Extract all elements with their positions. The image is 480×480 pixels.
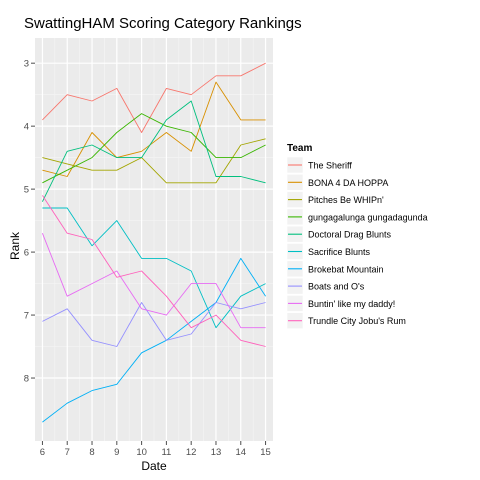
legend-label: BONA 4 DA HOPPA (308, 178, 388, 188)
x-tick-label: 13 (211, 447, 222, 458)
x-tick-label: 7 (65, 447, 70, 458)
series-line-10 (42, 195, 266, 347)
legend: Team The Sheriff BONA 4 DA HOPPA Pitches B… (286, 143, 428, 330)
x-axis: 6 7 8 9 10 11 12 13 14 15 (40, 441, 271, 458)
legend-label: Trundle City Jobu's Rum (308, 316, 406, 326)
legend-label: gungagalunga gungadagunda (308, 212, 428, 222)
legend-label: Boats and O's (308, 282, 365, 292)
legend-label: Buntin' like my daddy! (308, 299, 395, 309)
legend-item: Brokebat Mountain (286, 260, 384, 278)
y-tick-label: 4 (24, 122, 29, 133)
legend-label: Brokebat Mountain (308, 264, 384, 274)
series-line-3 (42, 138, 266, 184)
legend-item: Doctoral Drag Blunts (286, 225, 392, 243)
series-line-6 (42, 207, 266, 329)
x-tick-label: 14 (235, 447, 246, 458)
legend-label: Sacrifice Blunts (308, 247, 371, 257)
x-tick-label: 15 (260, 447, 271, 458)
y-tick-label: 7 (24, 311, 29, 322)
series-line-1 (42, 62, 266, 133)
series-line-7 (42, 257, 266, 423)
y-tick-label: 8 (24, 374, 29, 385)
legend-label: Doctoral Drag Blunts (308, 230, 392, 240)
legend-item: Buntin' like my daddy! (286, 295, 395, 312)
x-tick-label: 8 (89, 447, 94, 458)
legend-item: The Sheriff (286, 156, 352, 174)
x-tick-label: 6 (40, 447, 45, 458)
series-line-5 (41, 100, 266, 202)
legend-item: gungagalunga gungadagunda (286, 208, 428, 226)
legend-item: Pitches Be WHIPn' (286, 191, 384, 208)
y-tick-label: 5 (24, 185, 29, 196)
series-line-9 (41, 233, 266, 329)
legend-label: Pitches Be WHIPn' (308, 195, 384, 205)
series-line-2 (42, 81, 266, 177)
series-lines (41, 62, 266, 423)
x-axis-title: Date (141, 459, 167, 473)
chart-title: SwattingHAM Scoring Category Rankings (24, 15, 302, 32)
x-tick-label: 9 (114, 447, 119, 458)
x-tick-label: 11 (161, 447, 171, 458)
y-axis-title: Rank (8, 231, 22, 260)
series-line-4 (42, 113, 266, 184)
minor-gridlines (35, 38, 273, 441)
legend-item: Boats and O's (286, 277, 365, 295)
x-tick-label: 12 (186, 447, 197, 458)
x-tick-label: 10 (136, 447, 147, 458)
y-tick-label: 3 (24, 59, 29, 70)
y-axis: 3 4 5 6 7 8 (24, 59, 35, 385)
y-tick-label: 6 (24, 248, 29, 259)
legend-item: Trundle City Jobu's Rum (286, 312, 406, 330)
legend-title: Team (287, 143, 312, 154)
legend-label: The Sheriff (308, 161, 352, 171)
legend-item: BONA 4 DA HOPPA (286, 174, 388, 191)
legend-item: Sacrifice Blunts (286, 243, 371, 260)
